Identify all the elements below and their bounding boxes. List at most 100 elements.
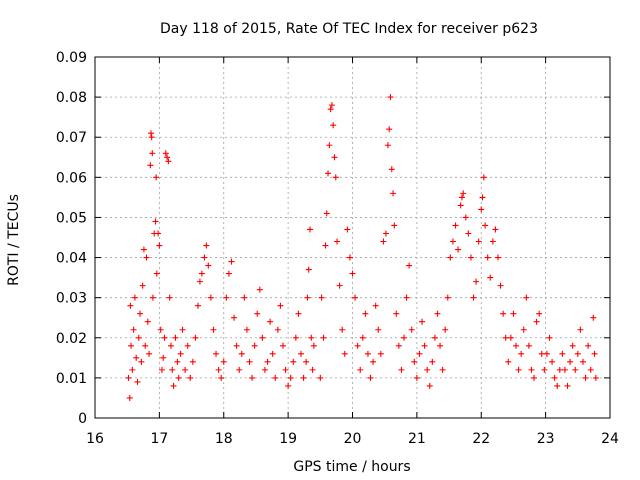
grid: [95, 57, 610, 418]
data-point: [444, 294, 451, 301]
data-point: [304, 294, 311, 301]
data-point: [162, 150, 169, 157]
data-point: [375, 326, 382, 333]
data-point: [452, 222, 459, 229]
data-point: [367, 374, 374, 381]
data-point: [143, 254, 150, 261]
data-point: [403, 294, 410, 301]
data-point: [401, 334, 407, 341]
x-tick-label: 19: [279, 431, 297, 447]
data-point: [218, 374, 225, 381]
data-point: [225, 270, 232, 277]
data-point: [382, 230, 389, 237]
data-point: [416, 350, 423, 357]
data-point: [149, 150, 156, 157]
data-point: [201, 254, 208, 261]
data-point: [135, 334, 142, 341]
data-point: [370, 358, 377, 365]
data-point: [518, 350, 525, 357]
data-point: [198, 270, 205, 277]
data-point: [323, 210, 330, 217]
data-point: [164, 154, 171, 161]
data-point: [434, 310, 441, 317]
data-point: [572, 366, 579, 373]
data-point: [182, 366, 189, 373]
data-point: [590, 314, 597, 321]
data-point: [564, 382, 571, 389]
data-point: [577, 326, 584, 333]
data-point: [318, 294, 325, 301]
data-point: [238, 350, 245, 357]
data-point: [334, 238, 341, 245]
x-tick-label: 17: [150, 431, 168, 447]
data-point: [551, 374, 558, 381]
data-point: [290, 358, 297, 365]
data-point: [147, 162, 154, 169]
data-point: [134, 378, 141, 385]
data-point: [184, 342, 191, 349]
data-point: [205, 262, 212, 269]
data-point: [507, 334, 514, 341]
data-point: [192, 334, 199, 341]
data-point: [279, 342, 286, 349]
data-point: [546, 334, 553, 341]
data-point: [140, 246, 147, 253]
data-point: [305, 266, 312, 273]
y-tick-label: 0.08: [56, 90, 87, 106]
data-point: [213, 350, 220, 357]
data-point: [215, 366, 222, 373]
data-point: [174, 358, 181, 365]
data-point: [465, 230, 472, 237]
data-point: [264, 358, 271, 365]
y-tick-label: 0: [78, 411, 87, 427]
data-point: [246, 358, 253, 365]
data-point: [142, 342, 149, 349]
data-point: [533, 318, 540, 325]
data-point: [458, 194, 465, 201]
data-point: [241, 294, 248, 301]
data-point: [349, 270, 356, 277]
data-point: [359, 334, 366, 341]
data-point: [130, 326, 137, 333]
x-tick-label: 16: [86, 431, 104, 447]
data-point: [478, 206, 485, 213]
data-point: [138, 358, 145, 365]
data-point: [203, 242, 210, 249]
data-point: [406, 262, 413, 269]
data-point: [479, 194, 486, 201]
data-point: [525, 342, 532, 349]
data-point: [475, 238, 482, 245]
data-point: [207, 294, 214, 301]
data-point: [153, 270, 160, 277]
data-point: [285, 382, 292, 389]
data-point: [439, 366, 446, 373]
data-point: [220, 358, 227, 365]
data-point: [585, 342, 592, 349]
data-point: [391, 222, 398, 229]
data-point: [460, 190, 467, 197]
data-point: [393, 310, 400, 317]
data-point: [165, 158, 172, 165]
data-point: [364, 350, 371, 357]
data-point: [332, 174, 339, 181]
data-point: [167, 342, 174, 349]
data-point: [125, 374, 132, 381]
data-point: [210, 326, 217, 333]
y-tick-label: 0.04: [56, 251, 87, 267]
data-point: [591, 350, 598, 357]
y-tick-label: 0.03: [56, 291, 87, 307]
data-point: [160, 354, 167, 361]
data-point: [457, 202, 464, 209]
data-point: [549, 358, 556, 365]
y-tick-label: 0.02: [56, 331, 87, 347]
data-point: [310, 342, 317, 349]
data-point: [587, 366, 594, 373]
data-point: [231, 314, 238, 321]
data-point: [455, 246, 462, 253]
data-point: [421, 342, 428, 349]
data-point: [449, 238, 456, 245]
data-point: [561, 366, 568, 373]
data-point: [505, 358, 512, 365]
data-point: [554, 382, 561, 389]
data-point: [172, 334, 179, 341]
